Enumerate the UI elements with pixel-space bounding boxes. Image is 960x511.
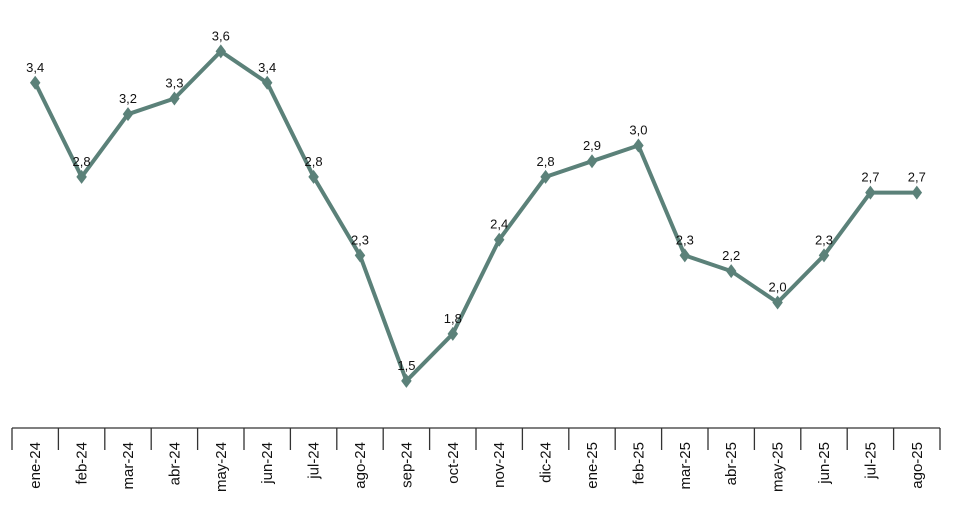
data-label: 2,9 <box>583 138 601 153</box>
x-tick-label: feb-24 <box>74 442 91 485</box>
data-point-marker <box>818 248 830 263</box>
data-point-marker <box>493 232 505 247</box>
data-label: 2,3 <box>351 232 369 247</box>
data-point-marker <box>354 248 366 263</box>
data-label: 2,4 <box>490 217 508 232</box>
data-label: 2,7 <box>861 170 879 185</box>
data-label: 2,3 <box>676 232 694 247</box>
data-point-marker <box>633 138 644 153</box>
data-label: 2,7 <box>908 170 926 185</box>
data-point-marker <box>261 75 273 90</box>
data-point-marker <box>772 295 783 310</box>
data-label: 1,5 <box>397 358 415 373</box>
data-label: 3,0 <box>629 123 647 138</box>
data-label: 2,3 <box>815 232 833 247</box>
x-tick-label: ago-25 <box>909 442 926 489</box>
x-tick-label: ene-25 <box>584 442 601 489</box>
data-label: 2,8 <box>73 154 91 169</box>
data-point-marker <box>586 154 598 169</box>
x-tick-label: jun-24 <box>259 442 276 485</box>
x-tick-label: dic-24 <box>538 442 555 483</box>
data-label: 2,0 <box>769 279 787 294</box>
data-point-marker <box>401 373 412 388</box>
x-tick-label: may-24 <box>213 442 230 492</box>
data-markers-group <box>29 44 923 388</box>
data-point-marker <box>679 248 691 263</box>
x-tick-label: ene-24 <box>27 442 44 489</box>
data-point-marker <box>540 169 551 184</box>
data-point-marker <box>911 185 923 200</box>
x-tick-label: mar-25 <box>677 442 694 490</box>
data-label: 3,4 <box>26 60 44 75</box>
data-label: 2,2 <box>722 248 740 263</box>
data-labels-group: 3,4 2,8 3,2 3,3 3,6 3,4 2,8 2,3 1,5 1,8 2,4 2,8 2,9 3… <box>26 28 926 373</box>
x-axis-tick-labels: ene-24 feb-24 mar-24 abr-24 may-24 jun-24 jul-… <box>27 442 926 492</box>
data-label: 1,8 <box>444 311 462 326</box>
data-label: 3,3 <box>165 75 183 90</box>
series-line <box>33 49 919 383</box>
data-label: 2,8 <box>305 154 323 169</box>
x-tick-label: nov-24 <box>491 442 508 488</box>
data-label: 3,2 <box>119 91 137 106</box>
data-label: 3,6 <box>212 28 230 43</box>
x-tick-label: jul-25 <box>862 442 879 480</box>
x-tick-label: ago-24 <box>352 442 369 489</box>
data-point-marker <box>76 169 87 184</box>
data-label: 2,8 <box>537 154 555 169</box>
data-point-marker <box>169 91 180 106</box>
data-point-marker <box>447 326 459 341</box>
x-tick-label: sep-24 <box>398 442 415 488</box>
data-point-marker <box>865 185 876 200</box>
x-tick-label: may-25 <box>770 442 787 492</box>
x-tick-label: jun-25 <box>816 442 833 485</box>
x-tick-label: oct-24 <box>445 442 462 484</box>
x-tick-label: mar-24 <box>120 442 137 490</box>
series-line-group <box>33 49 919 383</box>
data-label: 3,4 <box>258 60 276 75</box>
x-tick-label: feb-25 <box>630 442 647 485</box>
data-point-marker <box>308 169 319 184</box>
data-point-marker <box>122 107 134 122</box>
data-point-marker <box>29 75 41 90</box>
x-tick-label: abr-25 <box>723 442 740 485</box>
x-axis <box>11 427 941 450</box>
x-tick-label: abr-24 <box>166 442 183 485</box>
data-point-marker <box>215 44 227 59</box>
data-point-marker <box>725 264 737 279</box>
x-tick-label: jul-24 <box>306 442 323 480</box>
